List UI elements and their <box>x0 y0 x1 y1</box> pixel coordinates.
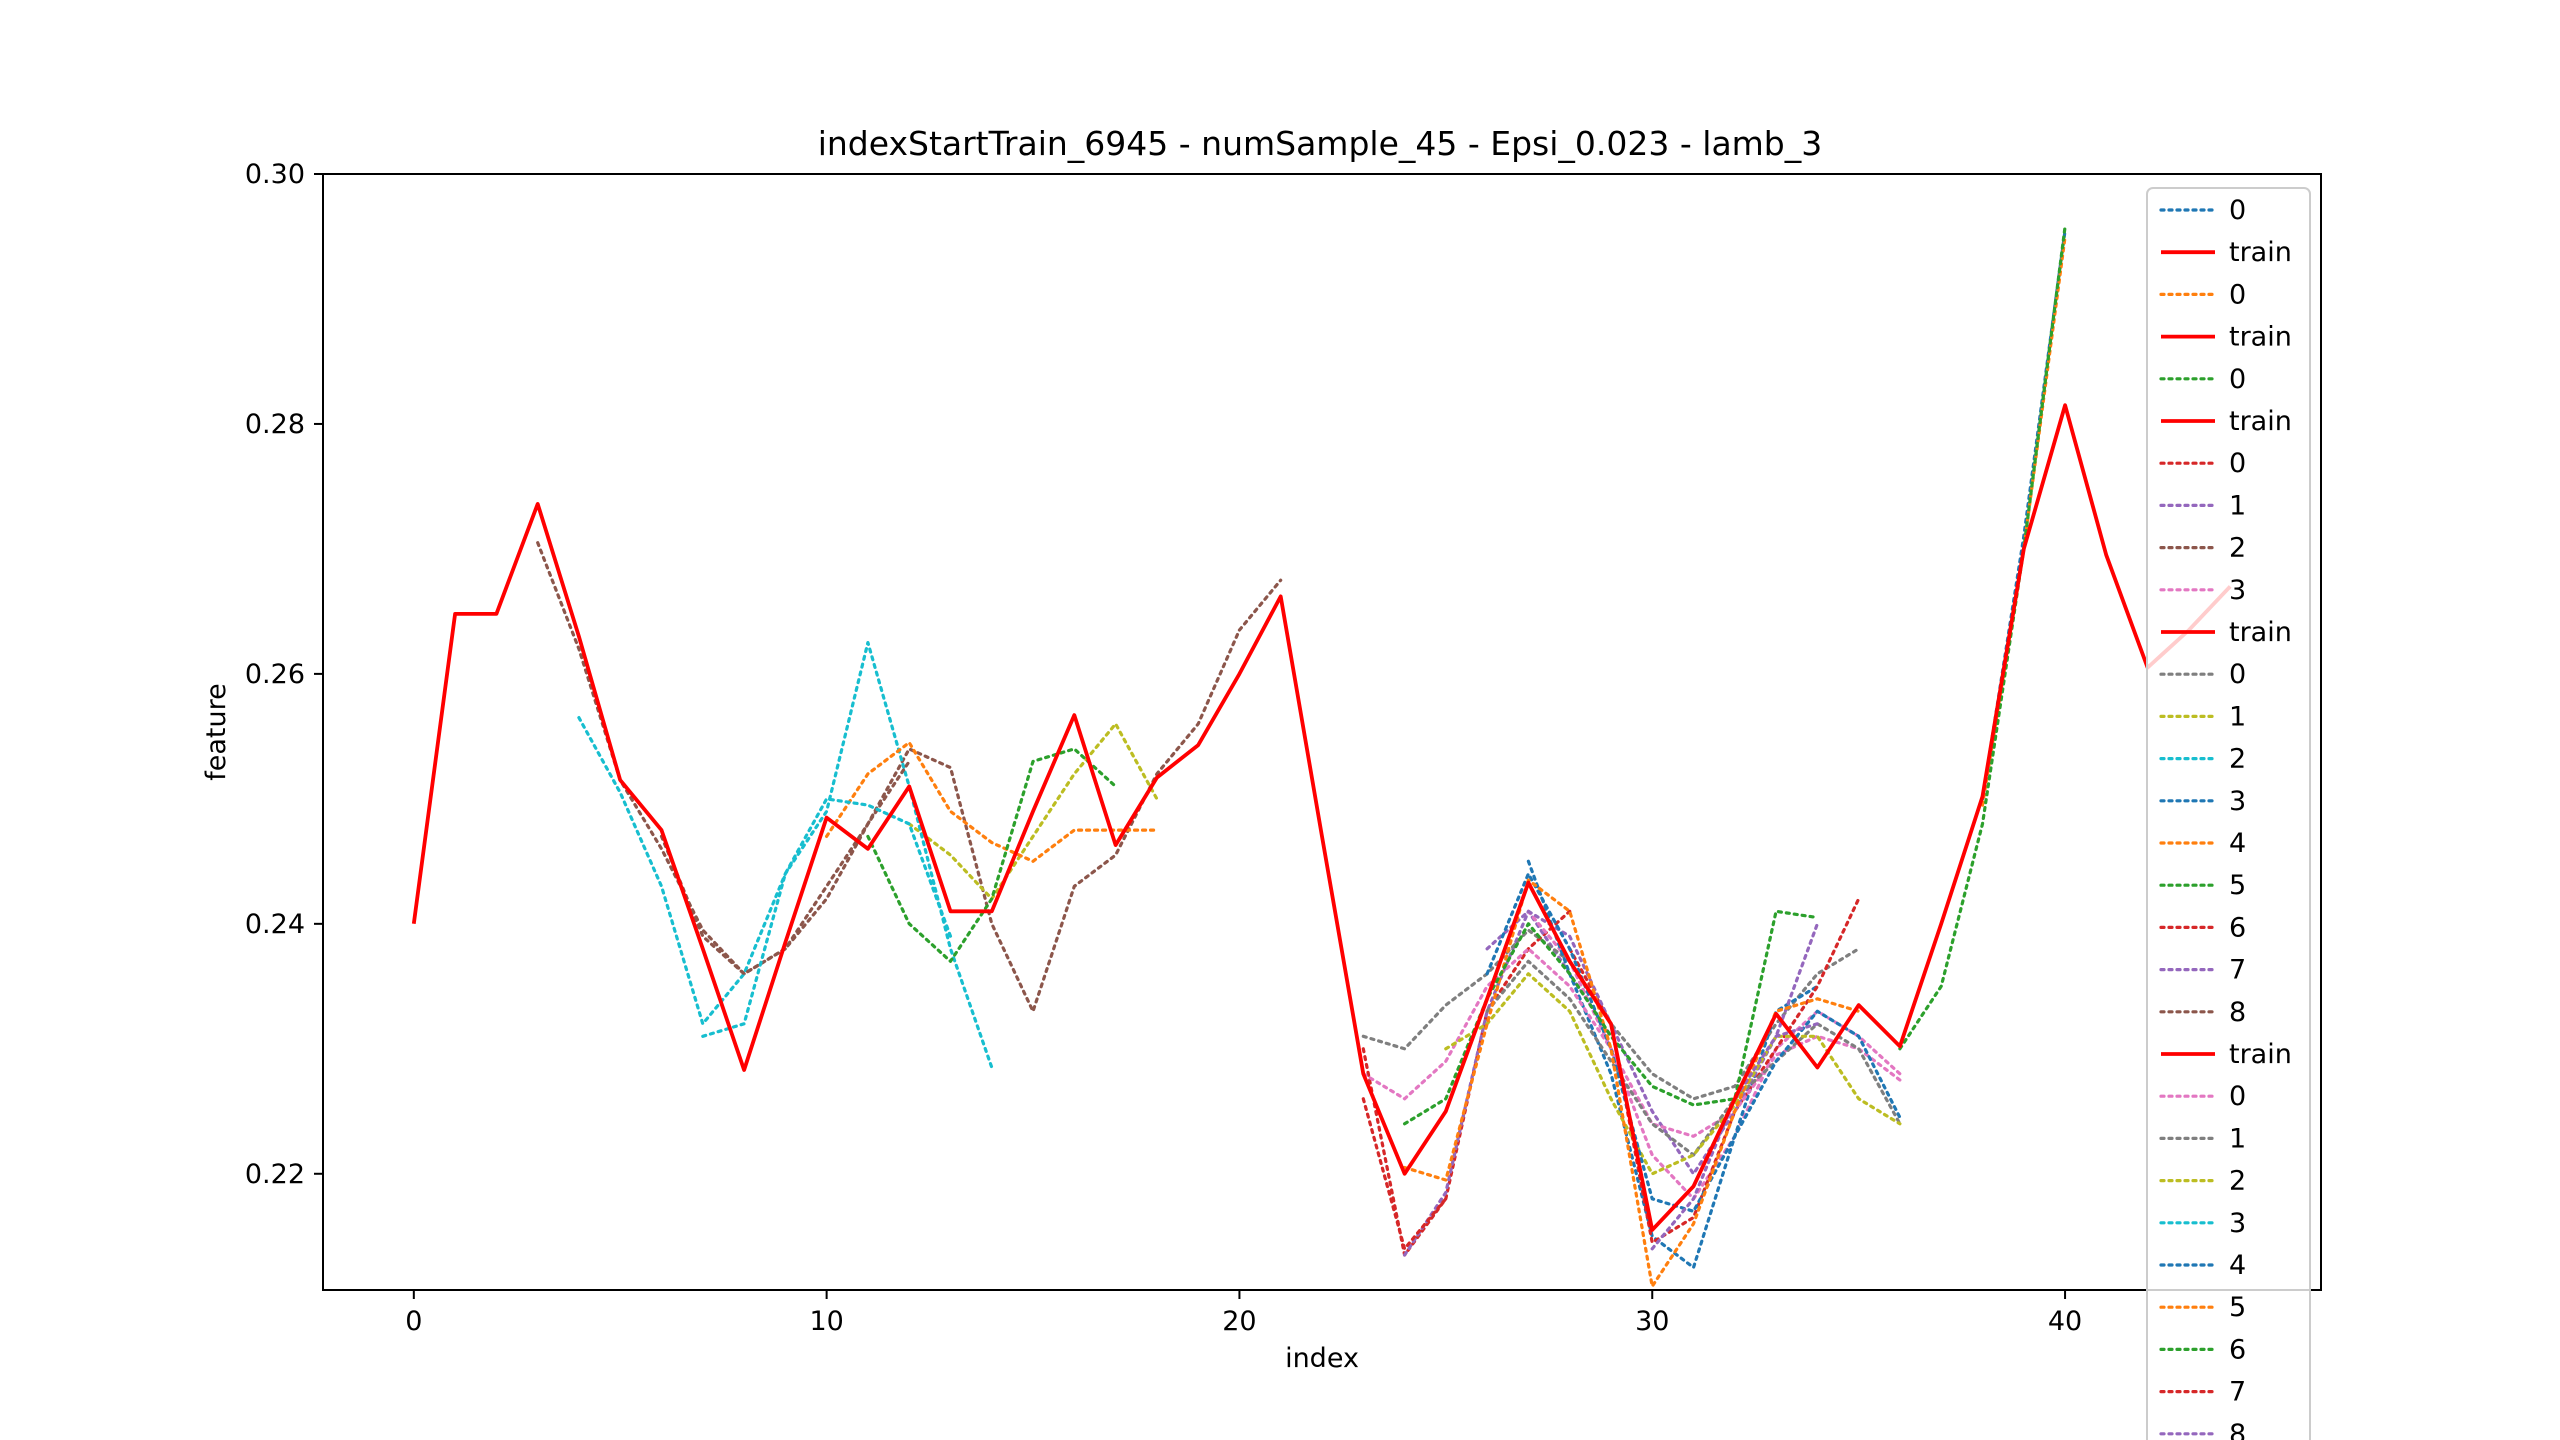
y-tick-label: 0.24 <box>245 909 305 940</box>
legend-label: 0 <box>2229 279 2246 310</box>
train-line <box>411 403 2232 1232</box>
prediction-line-11 <box>824 740 1159 863</box>
legend-label: 8 <box>2229 1419 2246 1440</box>
x-tick-label: 40 <box>2048 1306 2082 1337</box>
x-axis-label: index <box>1285 1343 1359 1374</box>
prediction-line-17 <box>1485 959 1902 1157</box>
series-layer <box>411 224 2232 1288</box>
prediction-line-15 <box>659 759 911 976</box>
legend-label: 4 <box>2229 1250 2246 1281</box>
prediction-line-18 <box>1444 972 1902 1176</box>
legend-box <box>2146 187 2311 1440</box>
prediction-line-7 <box>1361 928 1861 1101</box>
prediction-line-5 <box>536 541 1283 1013</box>
legend-label: train <box>2229 406 2292 437</box>
legend-label: 0 <box>2229 364 2246 395</box>
x-tick-label: 0 <box>405 1306 422 1337</box>
legend-label: train <box>2229 1039 2292 1070</box>
legend-label: 1 <box>2229 490 2246 521</box>
legend-label: 6 <box>2229 912 2246 943</box>
legend-label: 0 <box>2229 659 2246 690</box>
legend-label: 5 <box>2229 1292 2246 1323</box>
legend-label: 0 <box>2229 1081 2246 1112</box>
legend-label: 2 <box>2229 744 2246 775</box>
legend-label: 7 <box>2229 1377 2246 1408</box>
prediction-line-16 <box>1361 947 1902 1138</box>
legend-label: 2 <box>2229 533 2246 564</box>
y-tick-label: 0.30 <box>245 159 305 190</box>
legend-label: 2 <box>2229 1166 2246 1197</box>
plot-frame <box>322 173 2322 1291</box>
y-tick-label: 0.22 <box>245 1159 305 1190</box>
prediction-line-8 <box>907 722 1159 901</box>
legend-label: train <box>2229 237 2292 268</box>
legend-label: 4 <box>2229 828 2246 859</box>
legend-label: 8 <box>2229 997 2246 1028</box>
prediction-line-2 <box>1898 224 2067 1051</box>
legend-label: 3 <box>2229 786 2246 817</box>
prediction-line-23 <box>1361 1097 1448 1251</box>
y-tick-label: 0.26 <box>245 659 305 690</box>
legend-label: 0 <box>2229 448 2246 479</box>
x-tick-label: 10 <box>809 1306 843 1337</box>
axis-ticks: 0 10 20 30 40 0.22 0.24 0.26 0.28 0.30 <box>245 159 2082 1337</box>
legend: 0 train 0 train 0 train 0 1 2 3 train 0 1 2 3 4 5 6 7 8 trai… <box>2146 187 2311 1440</box>
prediction-line-21 <box>1402 878 1861 1288</box>
legend-label: 3 <box>2229 1208 2246 1239</box>
legend-label: 7 <box>2229 955 2246 986</box>
x-tick-label: 30 <box>1635 1306 1669 1337</box>
prediction-line-24 <box>1650 1022 1820 1251</box>
prediction-line-19 <box>701 797 953 1038</box>
y-axis-label: feature <box>201 683 232 780</box>
legend-label: train <box>2229 322 2292 353</box>
legend-label: 1 <box>2229 701 2246 732</box>
chart-title: indexStartTrain_6945 - numSample_45 - Ep… <box>818 124 1823 163</box>
y-tick-label: 0.28 <box>245 409 305 440</box>
legend-label: 5 <box>2229 870 2246 901</box>
prediction-line-12 <box>866 747 1118 963</box>
legend-label: 0 <box>2229 195 2246 226</box>
legend-label: 3 <box>2229 575 2246 606</box>
legend-label: 6 <box>2229 1334 2246 1365</box>
prediction-line-20 <box>1485 872 1902 1213</box>
legend-label: train <box>2229 617 2292 648</box>
legend-label: 1 <box>2229 1123 2246 1154</box>
x-tick-label: 20 <box>1222 1306 1256 1337</box>
